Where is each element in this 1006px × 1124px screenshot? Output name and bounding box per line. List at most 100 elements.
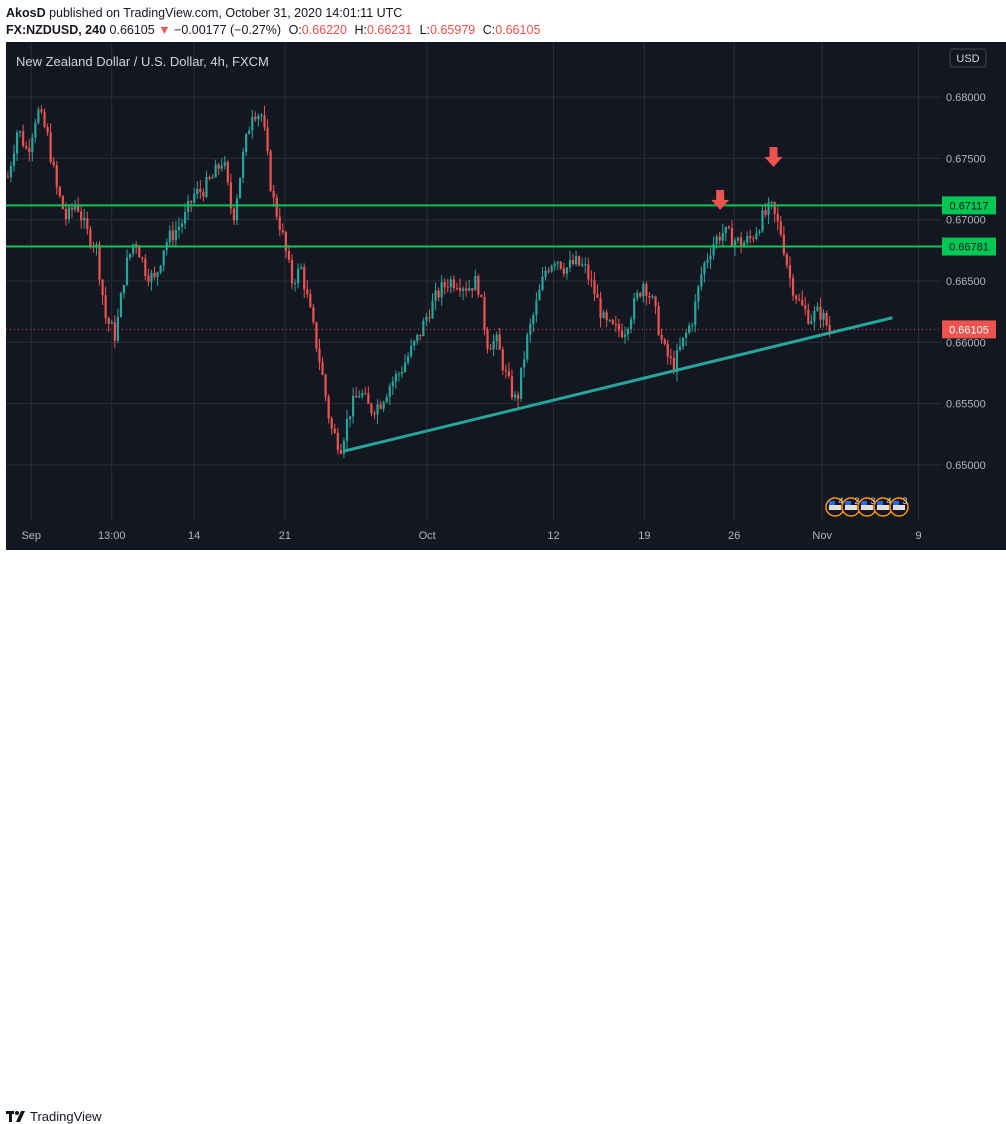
time-tick-label: 26 <box>728 530 740 542</box>
candle-body <box>816 306 819 312</box>
candle-body <box>263 115 266 128</box>
candle-body <box>422 320 425 337</box>
candle-body <box>743 242 746 248</box>
candle-body <box>361 393 364 397</box>
candle-body <box>345 419 349 441</box>
candle-body <box>639 292 642 297</box>
candle-body <box>355 395 358 398</box>
candle-body <box>64 208 68 220</box>
candle-body <box>413 340 416 346</box>
candle-body <box>630 319 633 329</box>
candle-body <box>400 371 404 374</box>
candle-body <box>571 260 575 265</box>
price-tick-label: 0.65500 <box>946 399 986 411</box>
candle-body <box>605 312 608 321</box>
candle-body <box>556 261 559 264</box>
candle-body <box>104 295 107 318</box>
high-label: H: <box>354 23 367 37</box>
arrow-down-icon[interactable] <box>764 147 783 168</box>
candle-body <box>40 109 43 112</box>
publish-line: AkosD published on TradingView.com, Octo… <box>6 6 402 20</box>
candle-body <box>730 228 734 247</box>
candle-body <box>468 287 471 291</box>
candle-body <box>736 237 740 241</box>
candle-body <box>461 288 465 291</box>
candle-body <box>733 240 737 247</box>
flag-stripes-icon <box>861 505 873 510</box>
candle-body <box>819 306 822 320</box>
candle-body <box>358 396 361 398</box>
flag-canton-icon <box>845 501 851 505</box>
candle-body <box>828 324 831 332</box>
candle-body <box>122 284 126 294</box>
candle-body <box>739 237 743 248</box>
currency-button[interactable] <box>949 48 987 68</box>
candle-body <box>553 263 556 267</box>
candle-body <box>483 297 486 330</box>
candle-body <box>73 204 77 210</box>
candle-body <box>113 322 116 341</box>
flag-stripes-icon <box>877 505 889 510</box>
candle-body <box>782 234 785 255</box>
flag-canton-icon <box>861 501 867 505</box>
candle-body <box>678 346 682 350</box>
candle-body <box>254 116 257 120</box>
time-axis[interactable]: Sep 13:00 14 21 Oct 12 19 26 Nov 9 <box>6 520 1006 550</box>
candle-body <box>61 195 64 209</box>
time-tick-label: 9 <box>916 530 922 542</box>
trend-line[interactable] <box>342 316 893 453</box>
candle-body <box>660 334 663 340</box>
candle-body <box>135 244 138 247</box>
event-count-label: 3 <box>870 496 875 506</box>
time-tick-label: 13:00 <box>98 530 126 542</box>
candle-body <box>593 280 596 294</box>
candle-body <box>12 153 16 166</box>
event-badges[interactable]: 4 2 3 4 3 <box>825 496 909 517</box>
candle-body <box>715 236 718 245</box>
candle-body <box>712 244 715 256</box>
candle-body <box>575 256 578 265</box>
candle-body <box>636 292 639 299</box>
candle-body <box>110 322 113 324</box>
tradingview-logo[interactable]: TradingView <box>6 1109 102 1124</box>
candle-body <box>785 254 789 266</box>
candle-body <box>804 305 807 310</box>
chart-plot[interactable]: New Zealand Dollar / U.S. Dollar, 4h, FX… <box>6 42 942 520</box>
candle-body <box>416 334 419 341</box>
candle-body <box>269 151 272 191</box>
candle-body <box>492 341 495 350</box>
candle-body <box>578 256 581 266</box>
last-price-value: 0.66105 <box>109 23 155 37</box>
author-name[interactable]: AkosD <box>6 6 46 20</box>
candle-body <box>694 301 697 326</box>
open-value: 0.66220 <box>301 23 347 37</box>
price-axis[interactable]: 0.68000 0.67500 0.67000 0.66500 0.66000 0.655… <box>942 42 1006 520</box>
candle-body <box>672 357 675 372</box>
candle-body <box>284 232 287 251</box>
candle-body <box>807 309 810 324</box>
candle-body <box>58 187 61 196</box>
flag-stripes-icon <box>845 505 857 510</box>
candle-body <box>480 294 483 298</box>
candle-body <box>523 359 526 368</box>
candle-body <box>614 323 617 325</box>
published-text: published on TradingView.com, October 31… <box>49 6 403 20</box>
price-tick-label: 0.67000 <box>946 215 986 227</box>
candle-body <box>226 161 229 183</box>
chart-pane[interactable]: New Zealand Dollar / U.S. Dollar, 4h, FX… <box>6 42 942 520</box>
candle-body <box>89 229 92 246</box>
candle-body <box>15 132 19 154</box>
candle-body <box>510 376 514 398</box>
candle-body <box>471 287 474 291</box>
candle-body <box>116 317 119 341</box>
arrow-down-icon[interactable] <box>711 189 730 210</box>
candle-body <box>272 190 275 198</box>
last-price-badge <box>942 320 996 339</box>
candle-body <box>489 348 492 350</box>
candle-body <box>718 236 721 241</box>
event-count-label: 2 <box>854 496 859 506</box>
candle-body <box>128 253 132 258</box>
candle-body <box>767 202 770 215</box>
candle-body <box>431 300 434 319</box>
candle-body <box>25 146 28 149</box>
